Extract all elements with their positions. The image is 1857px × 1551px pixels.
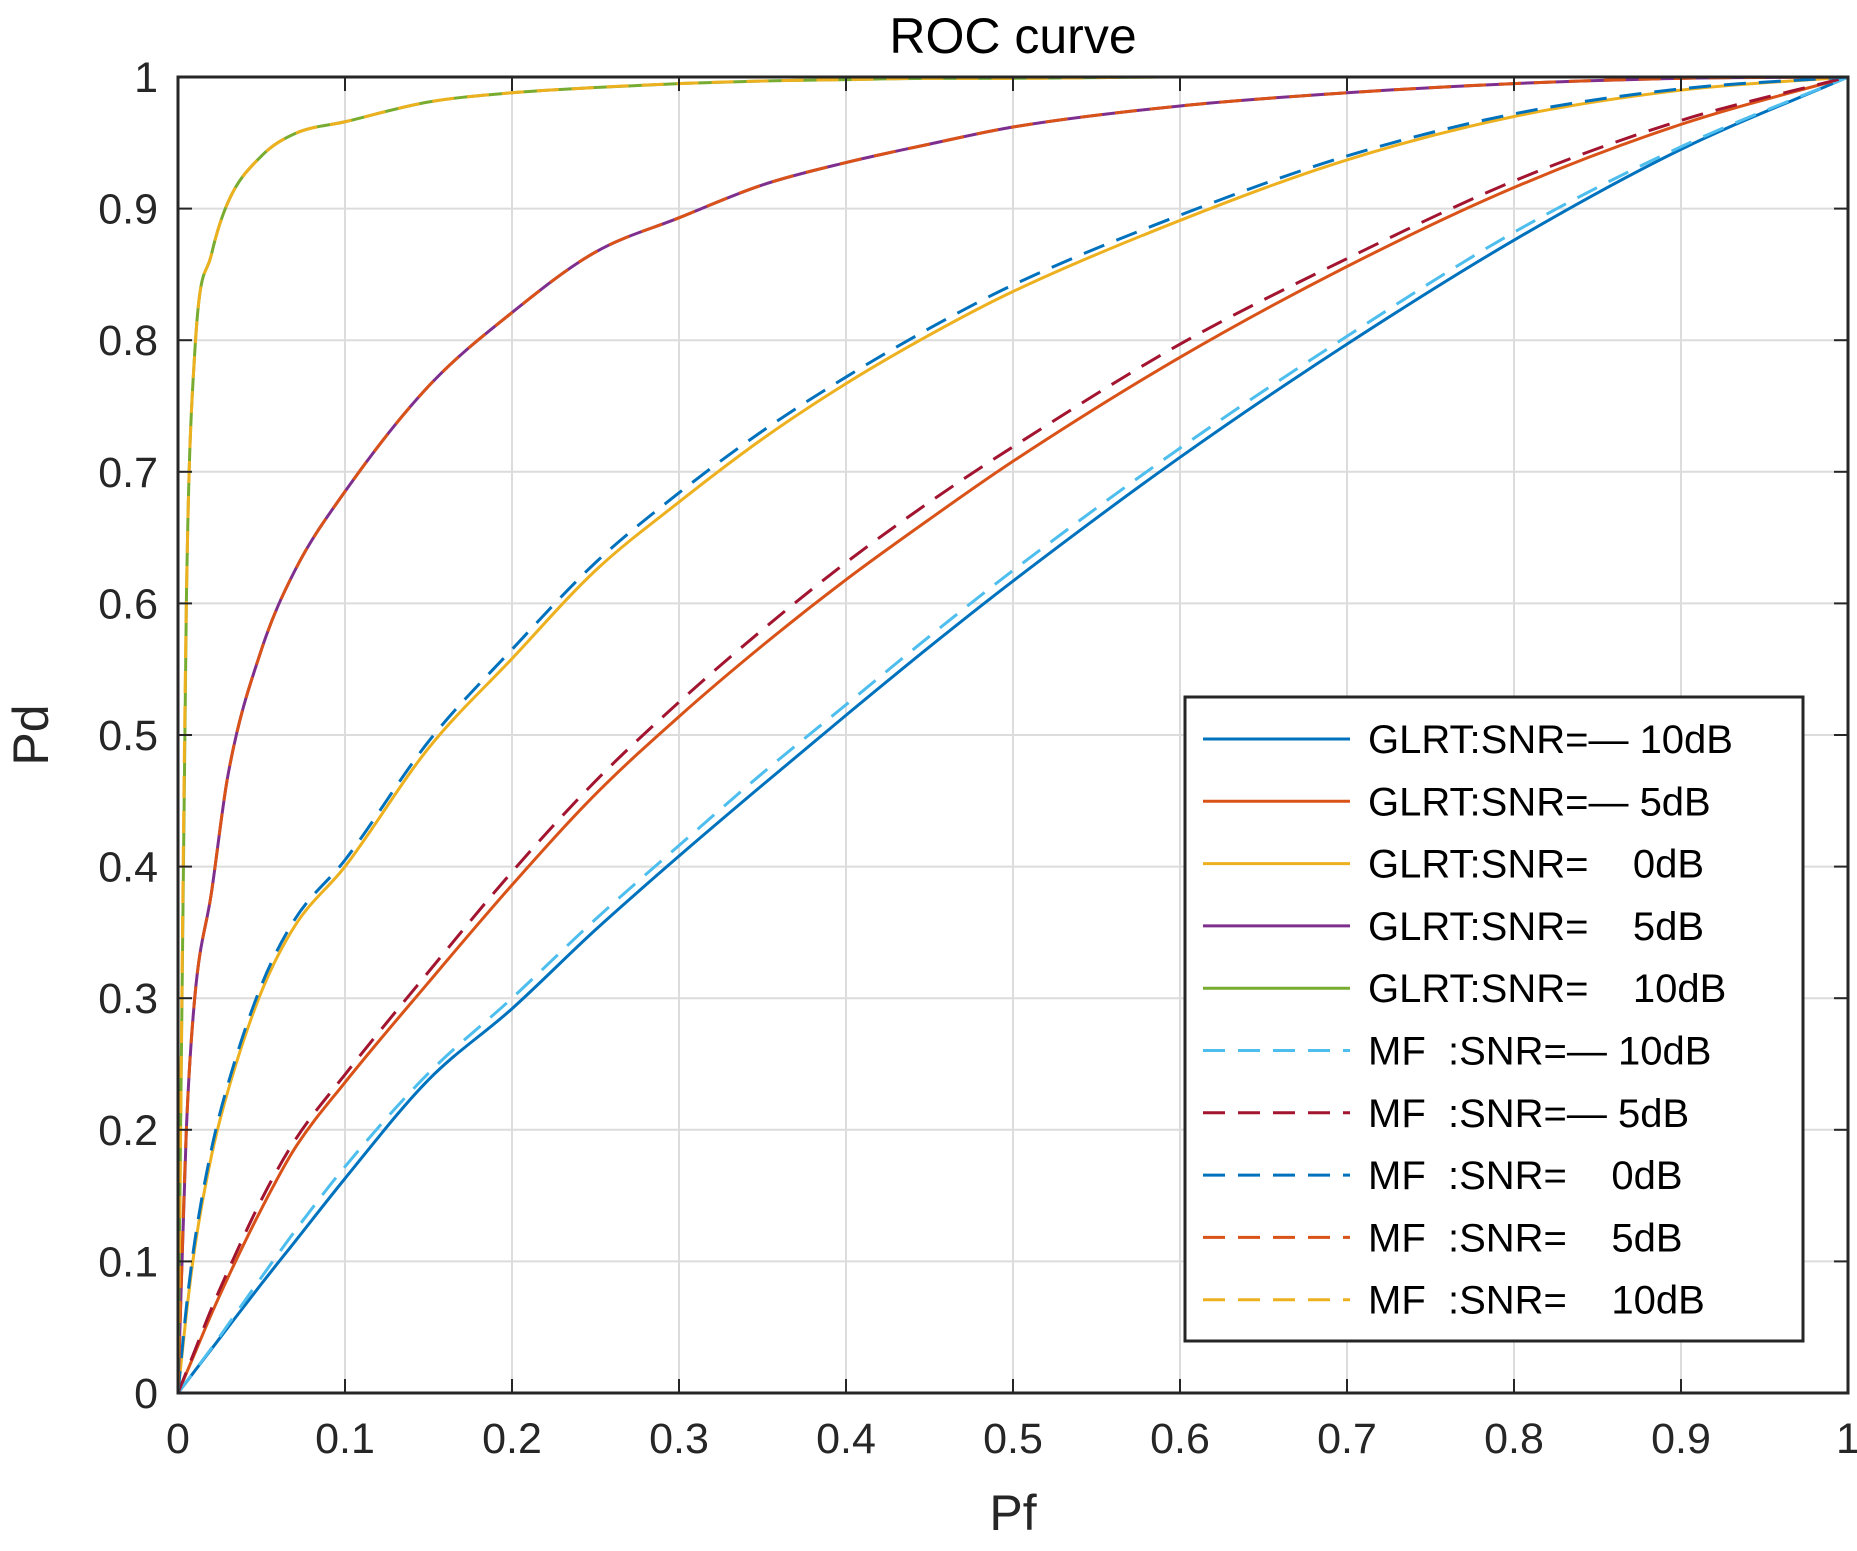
y-tick-label: 0.8: [98, 317, 158, 365]
y-tick-label: 0: [134, 1370, 158, 1418]
y-axis-label: Pd: [3, 704, 59, 765]
plot-area-border: [176, 75, 1850, 1395]
x-tick-label: 0.3: [649, 1415, 709, 1463]
y-tick-label: 0.5: [98, 712, 158, 760]
y-tick-label: 1: [134, 54, 158, 102]
axes: [176, 75, 1850, 1395]
y-tick-label: 0.4: [98, 844, 158, 892]
y-tick-label: 0.6: [98, 580, 158, 628]
legend-label-4: GLRT:SNR= 5dB: [1368, 905, 1704, 949]
x-tick-label: 0.2: [482, 1415, 542, 1463]
x-tick-label: 0.5: [983, 1415, 1043, 1463]
series-line-2: [176, 75, 1849, 1394]
y-tick-label: 0.2: [98, 1107, 158, 1155]
series-line-9: [176, 75, 1849, 1394]
legend-label-5: GLRT:SNR= 10dB: [1368, 967, 1726, 1011]
series-line-8: [176, 75, 1849, 1394]
y-tick-label: 0.7: [98, 449, 158, 497]
series-line-6: [176, 75, 1849, 1394]
legend-box: [1183, 695, 1805, 1343]
legend: GLRT:SNR=— 10dB GLRT:SNR=— 5dB GLRT:SNR= 0…: [1183, 695, 1805, 1343]
x-tick-label: 0.7: [1317, 1415, 1377, 1463]
x-tick-label: 0.6: [1150, 1415, 1210, 1463]
legend-label-7: MF :SNR=— 5dB: [1368, 1092, 1689, 1136]
legend-label-8: MF :SNR= 0dB: [1368, 1154, 1683, 1198]
y-tick-label: 0.3: [98, 975, 158, 1023]
chart-title: ROC curve: [889, 8, 1136, 64]
y-tick-label: 0.9: [98, 186, 158, 234]
x-axis-label: Pf: [989, 1485, 1036, 1541]
legend-label-2: GLRT:SNR=— 5dB: [1368, 780, 1711, 824]
x-tick-label: 0: [166, 1415, 190, 1463]
x-tick-label: 0.1: [315, 1415, 375, 1463]
x-tick-label: 0.8: [1484, 1415, 1544, 1463]
series-layer: [176, 75, 1849, 1394]
tick-labels: 0 0.1 0.2 0.3 0.4 0.5 0.6 0.7 0.8 0.9 1 0 0.1 0.2 0.3 0…: [98, 54, 1857, 1463]
series-line-1: [176, 75, 1849, 1394]
legend-label-1: GLRT:SNR=— 10dB: [1368, 718, 1733, 762]
y-tick-label: 0.1: [98, 1238, 158, 1286]
series-line-7: [176, 75, 1849, 1394]
legend-label-10: MF :SNR= 10dB: [1368, 1279, 1705, 1323]
x-tick-label: 0.4: [816, 1415, 876, 1463]
x-tick-label: 1: [1836, 1415, 1857, 1463]
series-line-3: [176, 75, 1849, 1394]
x-tick-label: 0.9: [1651, 1415, 1711, 1463]
legend-label-6: MF :SNR=— 10dB: [1368, 1030, 1711, 1074]
legend-label-3: GLRT:SNR= 0dB: [1368, 843, 1704, 887]
legend-label-9: MF :SNR= 5dB: [1368, 1216, 1683, 1260]
